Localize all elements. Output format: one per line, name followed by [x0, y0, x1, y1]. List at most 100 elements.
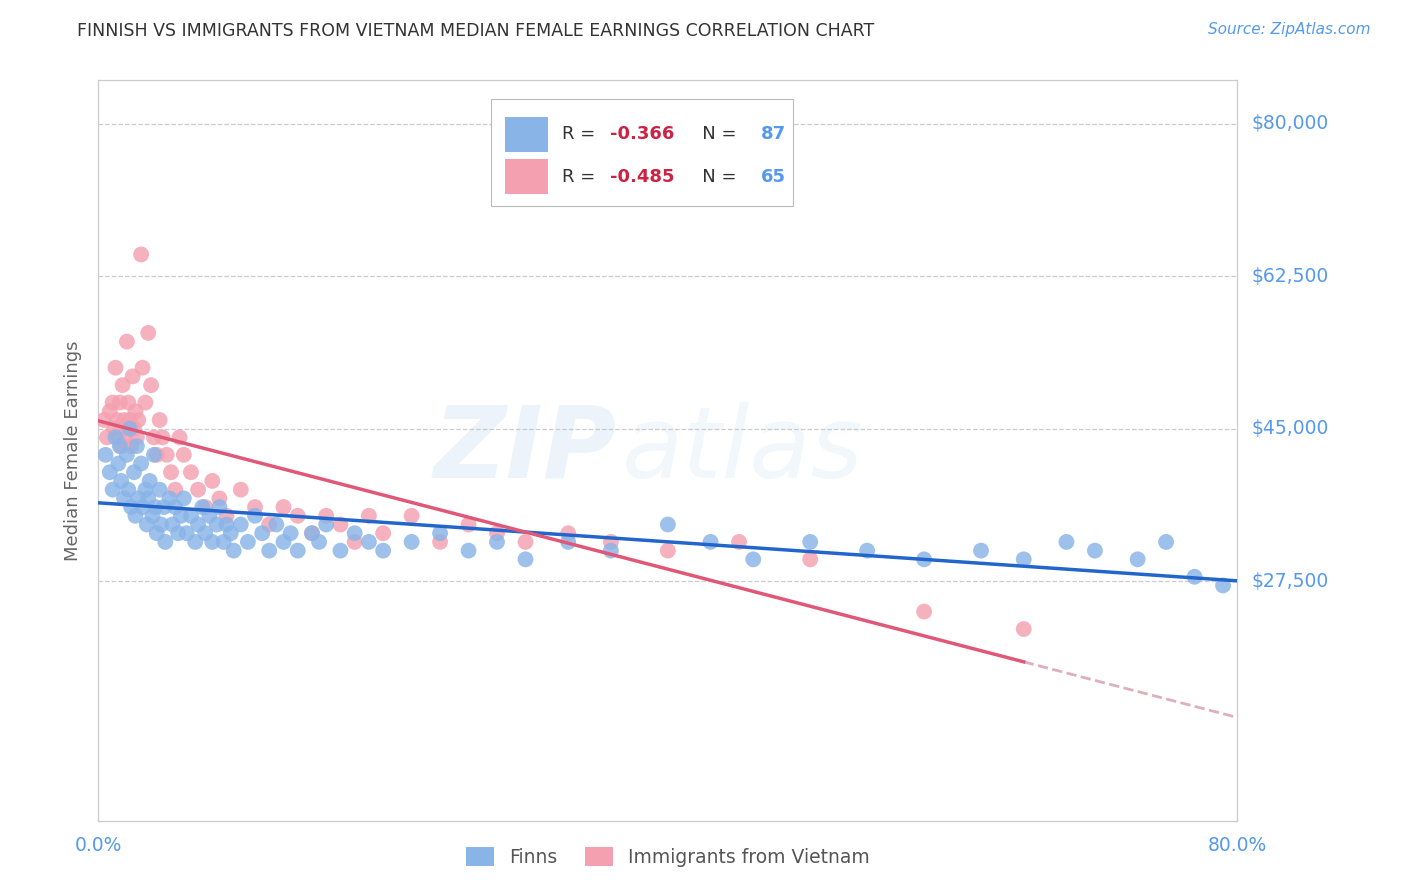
Point	[1012, 552, 1035, 566]
Point	[912, 605, 935, 619]
Point	[657, 543, 679, 558]
Point	[301, 526, 323, 541]
Point	[229, 483, 252, 497]
Text: Source: ZipAtlas.com: Source: ZipAtlas.com	[1208, 22, 1371, 37]
Point	[108, 395, 131, 409]
Point	[150, 517, 173, 532]
Point	[122, 465, 145, 479]
Point	[118, 413, 141, 427]
Point	[357, 508, 380, 523]
Point	[208, 491, 231, 506]
Point	[243, 508, 266, 523]
Point	[145, 500, 167, 514]
Point	[401, 535, 423, 549]
Text: 87: 87	[761, 126, 786, 144]
Point	[94, 448, 117, 462]
Point	[112, 491, 135, 506]
Point	[176, 526, 198, 541]
Point	[287, 543, 309, 558]
Point	[243, 500, 266, 514]
Point	[159, 491, 181, 506]
Point	[191, 500, 214, 514]
Point	[135, 517, 157, 532]
Point	[121, 369, 143, 384]
Point	[357, 535, 380, 549]
Point	[141, 508, 163, 523]
Point	[98, 465, 121, 479]
Point	[1184, 570, 1206, 584]
Point	[127, 413, 149, 427]
Point	[373, 543, 395, 558]
Point	[114, 430, 136, 444]
Point	[457, 517, 479, 532]
Point	[112, 413, 135, 427]
Point	[273, 500, 295, 514]
Point	[315, 508, 337, 523]
Point	[187, 517, 209, 532]
Point	[149, 413, 172, 427]
Text: -0.366: -0.366	[610, 126, 673, 144]
Point	[912, 552, 935, 566]
Point	[194, 500, 217, 514]
Point	[149, 483, 172, 497]
Point	[201, 535, 224, 549]
Point	[110, 439, 132, 453]
Point	[429, 526, 451, 541]
Point	[129, 457, 152, 471]
Point	[557, 526, 579, 541]
Point	[136, 326, 159, 340]
Point	[139, 378, 162, 392]
Point	[107, 457, 129, 471]
Point	[131, 500, 153, 514]
Text: -0.485: -0.485	[610, 168, 675, 186]
Point	[165, 483, 187, 497]
Point	[165, 500, 187, 514]
Text: N =: N =	[685, 168, 742, 186]
Point	[259, 517, 281, 532]
Point	[146, 526, 169, 541]
Point	[124, 404, 146, 418]
Point	[187, 483, 209, 497]
Point	[457, 543, 479, 558]
Point	[169, 430, 191, 444]
Point	[259, 543, 281, 558]
Point	[173, 491, 195, 506]
Point	[212, 535, 235, 549]
Point	[146, 448, 169, 462]
Point	[728, 535, 751, 549]
Point	[198, 508, 221, 523]
Point	[486, 535, 509, 549]
Point	[180, 508, 202, 523]
Point	[111, 378, 134, 392]
FancyBboxPatch shape	[491, 99, 793, 206]
Point	[142, 448, 165, 462]
Point	[1056, 535, 1078, 549]
Point	[142, 430, 165, 444]
Point	[486, 526, 509, 541]
Point	[329, 543, 352, 558]
Text: 0.0%: 0.0%	[75, 836, 122, 855]
Point	[120, 500, 142, 514]
Text: R =: R =	[562, 126, 600, 144]
Text: $62,500: $62,500	[1251, 267, 1329, 285]
Point	[101, 395, 124, 409]
Point	[1126, 552, 1149, 566]
Point	[205, 517, 228, 532]
Point	[153, 500, 176, 514]
Point	[122, 422, 145, 436]
Point	[115, 334, 138, 349]
Point	[215, 508, 238, 523]
Point	[373, 526, 395, 541]
Point	[104, 360, 127, 375]
Text: $27,500: $27,500	[1251, 572, 1329, 591]
Point	[699, 535, 721, 549]
Point	[287, 508, 309, 523]
Point	[152, 430, 174, 444]
Point	[105, 413, 128, 427]
Point	[1012, 622, 1035, 636]
Point	[308, 535, 330, 549]
Point	[229, 517, 252, 532]
Y-axis label: Median Female Earnings: Median Female Earnings	[65, 340, 83, 561]
Point	[799, 552, 821, 566]
Bar	[505, 117, 548, 153]
